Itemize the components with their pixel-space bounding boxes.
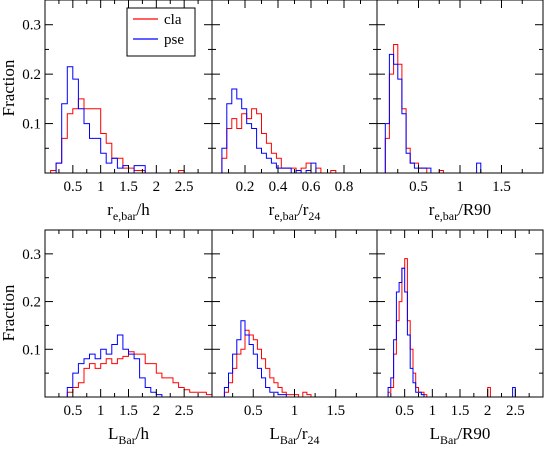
x-tick-label: 0.8 [335, 179, 354, 195]
panel-5: 0.5 1 1.5 LBar/r24 [211, 229, 378, 447]
y-axis-label-bottom: Fraction [0, 284, 18, 341]
x-tick-label: 1.5 [326, 403, 345, 419]
x-axis-label-sub: Bar [440, 433, 457, 447]
x-axis-label-main: r [269, 200, 275, 219]
y-axis-label-top: Fraction [0, 59, 18, 116]
x-axis-label: re,bar/h [107, 200, 150, 223]
x-tick-label: 0.5 [244, 403, 263, 419]
x-axis-label-main: L [269, 424, 279, 443]
panel-6: 0.5 1 1.5 2 2.5 LBar/R90 [376, 229, 544, 447]
panel-4: 0.5 1 1.5 2 2.5 0.1 0.2 0.3 LBar/h [22, 229, 213, 447]
x-tick-label: 1 [429, 403, 437, 419]
x-axis-label: re,bar/r24 [269, 200, 321, 223]
panel-3: 0.5 1 1.5re,bar/R90 [376, 0, 544, 223]
series-cla-step [223, 329, 320, 398]
series-pse-step [223, 320, 320, 398]
x-tick-label: 0.5 [63, 403, 82, 419]
panel-2: 0.2 0.4 0.6 0.8 re,bar/r24 [211, 0, 378, 223]
x-axis-label-sub2: 24 [308, 209, 320, 223]
series-cla-step [384, 44, 485, 174]
x-tick-label: 2 [153, 179, 161, 195]
x-tick-label: 1 [97, 403, 105, 419]
x-tick-label: 2.5 [175, 403, 194, 419]
x-axis-label-sub: e,bar [434, 209, 458, 223]
panel-1: 0.5 1 1.5 2 2.5 0.1 0.2 0.3 re,bar/h [22, 0, 213, 223]
x-axis-label-main: L [108, 424, 118, 443]
series-pse-step [384, 53, 485, 174]
x-tick-label: 1.5 [492, 179, 511, 195]
x-tick-label: 2 [484, 403, 492, 419]
x-axis-label: LBar/h [108, 424, 149, 447]
panel-grid: 0.5 1 1.5 2 2.50.10.20.3re,bar/h0.2 0.4 0.6 0.8… [22, 0, 544, 447]
x-tick-label: 2.5 [506, 403, 525, 419]
x-tick-label: 1.5 [451, 403, 470, 419]
series-cla-step [387, 258, 521, 398]
panel-frame [376, 229, 544, 398]
series-pse-step [50, 66, 185, 174]
x-axis-label-rest: /R90 [457, 424, 490, 443]
x-tick-label: 1.5 [119, 179, 138, 195]
y-tick-label: 0.2 [22, 295, 41, 311]
y-tick-label: 0.3 [22, 247, 41, 263]
y-tick-label: 0.1 [22, 117, 41, 133]
panel-frame [211, 229, 378, 398]
x-axis-label-sub: e,bar [274, 209, 298, 223]
x-axis-label-rest: /r [298, 200, 309, 219]
x-axis-label: re,bar/R90 [429, 200, 491, 223]
series-pse-step [387, 267, 521, 398]
legend-box [126, 7, 196, 57]
x-axis-label-rest: /r [297, 424, 308, 443]
panel-frame [211, 0, 378, 174]
x-axis-label: LBar/r24 [269, 424, 319, 447]
x-tick-label: 2 [153, 403, 161, 419]
x-tick-label: 1 [291, 403, 299, 419]
y-axis-labels: Fraction Fraction [0, 59, 18, 341]
x-tick-label: 0.2 [236, 179, 255, 195]
x-tick-label: 0.5 [409, 179, 428, 195]
x-tick-label: 2.5 [175, 179, 194, 195]
x-axis-label-main: r [107, 200, 113, 219]
x-axis-label-sub: Bar [280, 433, 297, 447]
x-tick-label: 0.5 [395, 403, 414, 419]
x-axis-label-rest: /h [137, 200, 151, 219]
y-tick-label: 0.3 [22, 18, 41, 34]
x-axis-label-sub2: 24 [308, 433, 320, 447]
legend-label-cla: cla [164, 12, 182, 28]
x-tick-label: 0.6 [302, 179, 321, 195]
x-tick-label: 0.4 [269, 179, 288, 195]
x-tick-label: 1 [456, 179, 464, 195]
x-tick-label: 1.5 [119, 403, 138, 419]
x-axis-label-rest: /h [136, 424, 150, 443]
series-cla-step [221, 108, 337, 174]
series-pse-step [221, 88, 336, 174]
y-tick-label: 0.2 [22, 67, 41, 83]
y-tick-label: 0.1 [22, 342, 41, 358]
x-axis-label-sub: e,bar [113, 209, 137, 223]
x-axis-label-rest: /R90 [458, 200, 491, 219]
x-tick-label: 0.5 [63, 179, 82, 195]
legend: cla pse [126, 7, 196, 57]
x-axis-label: LBar/R90 [430, 424, 491, 447]
x-axis-label-sub: Bar [118, 433, 135, 447]
x-axis-label-main: L [430, 424, 440, 443]
x-tick-label: 1 [97, 179, 105, 195]
panel-frame [44, 229, 213, 398]
legend-label-pse: pse [164, 32, 184, 48]
x-axis-label-main: r [429, 200, 435, 219]
